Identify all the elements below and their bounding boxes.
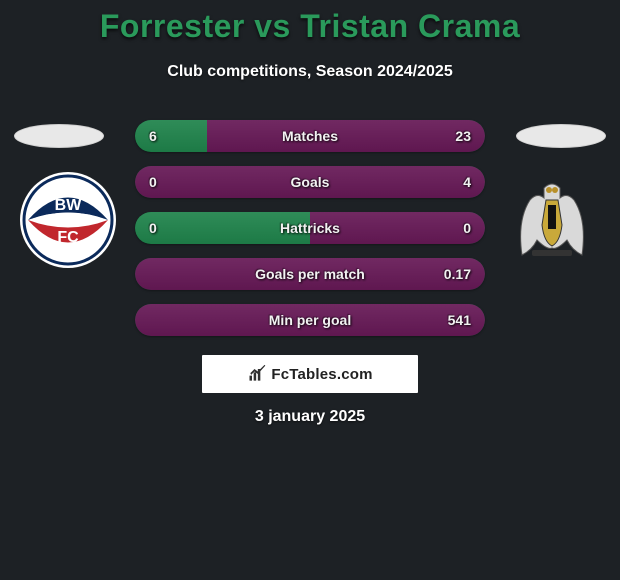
stat-row: 00Hattricks xyxy=(135,212,485,244)
stat-label: Goals per match xyxy=(135,258,485,290)
branding-badge: FcTables.com xyxy=(202,355,418,393)
left-team-crest: BW FC xyxy=(18,170,118,270)
page-title: Forrester vs Tristan Crama xyxy=(0,0,620,45)
stat-label: Matches xyxy=(135,120,485,152)
svg-text:BW: BW xyxy=(55,197,83,214)
right-team-crest xyxy=(502,170,602,270)
subtitle: Club competitions, Season 2024/2025 xyxy=(0,63,620,81)
svg-text:FC: FC xyxy=(57,229,79,246)
right-country-flag xyxy=(516,124,606,148)
chart-icon xyxy=(247,364,267,384)
branding-text: FcTables.com xyxy=(271,366,372,383)
stat-row: 623Matches xyxy=(135,120,485,152)
stat-label: Goals xyxy=(135,166,485,198)
stat-row: 0.17Goals per match xyxy=(135,258,485,290)
stat-row: 04Goals xyxy=(135,166,485,198)
stats-table: 623Matches 04Goals 00Hattricks 0.17Goals pe… xyxy=(135,120,485,350)
stat-label: Min per goal xyxy=(135,304,485,336)
stat-row: 541Min per goal xyxy=(135,304,485,336)
date-label: 3 january 2025 xyxy=(0,408,620,426)
stat-label: Hattricks xyxy=(135,212,485,244)
left-country-flag xyxy=(14,124,104,148)
